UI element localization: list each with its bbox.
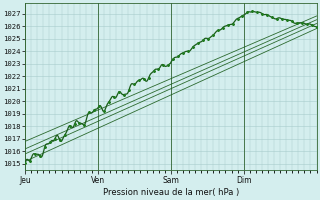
X-axis label: Pression niveau de la mer( hPa ): Pression niveau de la mer( hPa ) <box>103 188 239 197</box>
